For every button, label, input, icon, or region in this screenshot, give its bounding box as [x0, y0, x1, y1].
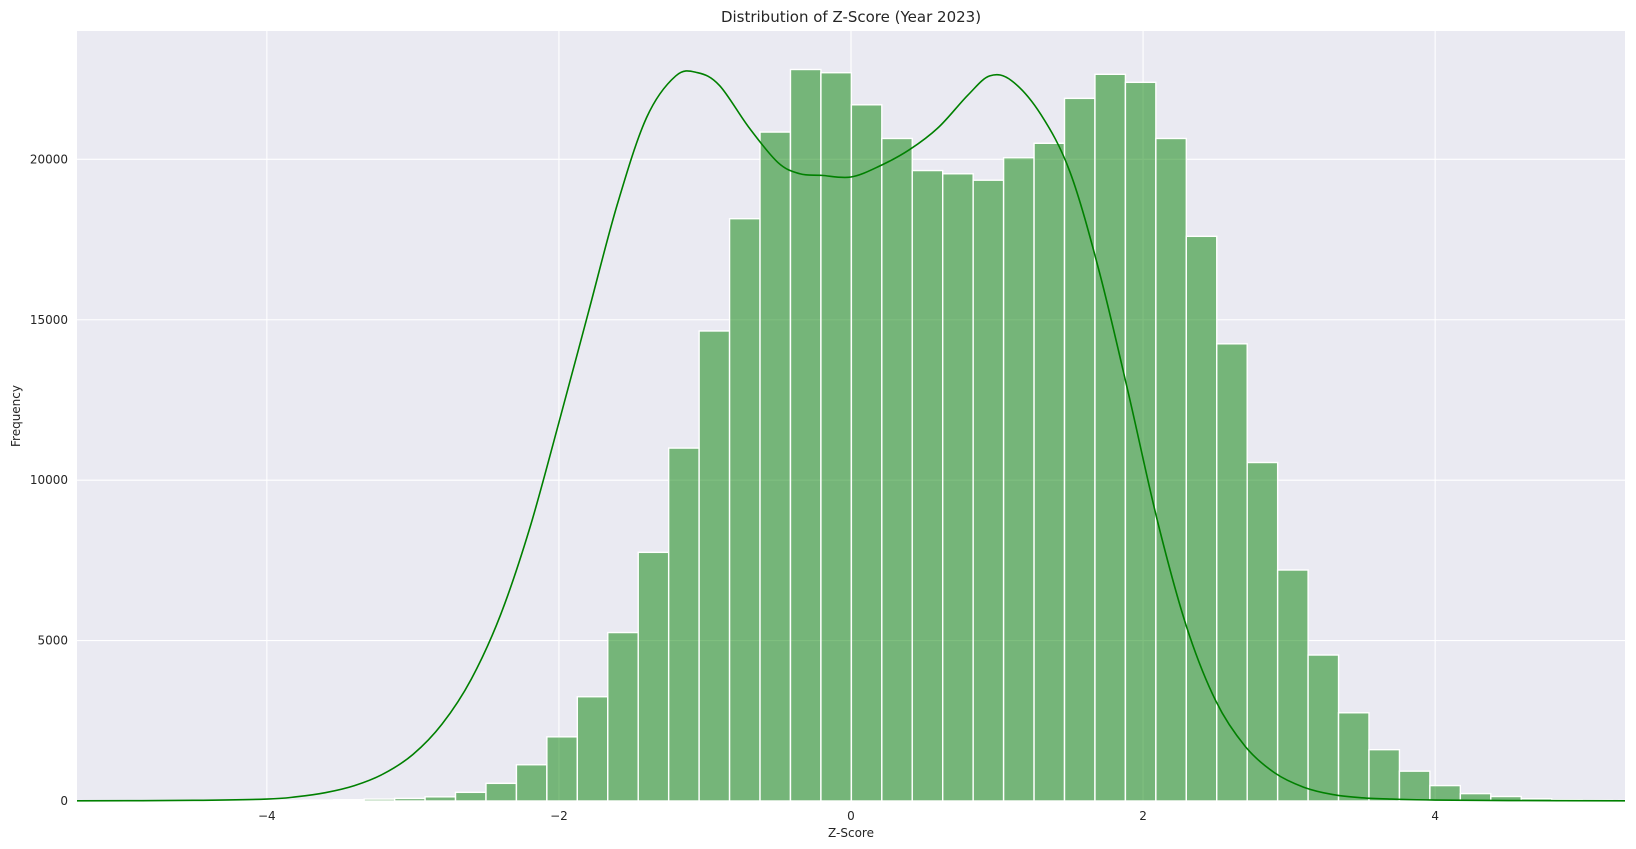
- histogram-bar: [1124, 81, 1157, 802]
- histogram-bar: [1307, 654, 1340, 802]
- histogram-bar: [1276, 569, 1309, 802]
- y-tick-label: 15000: [30, 313, 68, 327]
- histogram-bar: [1337, 712, 1370, 802]
- x-tick-label: 4: [1431, 809, 1439, 823]
- histogram-bar: [576, 696, 609, 802]
- histogram-bar: [911, 169, 944, 802]
- histogram-bar: [759, 131, 792, 802]
- histogram-bar: [1033, 142, 1066, 802]
- histogram-bar: [1002, 157, 1035, 802]
- x-tick-label: −2: [550, 809, 568, 823]
- x-axis-label: Z-Score: [828, 826, 874, 840]
- x-tick-labels: −4 −2 0 2 4: [258, 809, 1439, 823]
- histogram-bar: [850, 104, 883, 802]
- histogram-bar: [607, 631, 639, 802]
- histogram-bar: [485, 782, 518, 802]
- histogram-bar: [363, 798, 396, 802]
- histogram-bar: [667, 447, 700, 802]
- y-tick-label: 5000: [37, 634, 68, 648]
- histogram-bar: [1368, 748, 1401, 802]
- histogram-bar: [424, 796, 457, 802]
- y-tick-label: 10000: [30, 473, 68, 487]
- histogram-bar: [272, 799, 304, 802]
- histogram-bar: [1094, 73, 1127, 802]
- histogram-bar: [1246, 461, 1279, 802]
- x-tick-label: 2: [1139, 809, 1147, 823]
- histogram-bar: [302, 799, 335, 802]
- histogram-bar: [942, 173, 974, 802]
- histogram-bar: [546, 736, 579, 802]
- histogram-bar: [637, 551, 670, 802]
- histogram-bar: [1185, 235, 1218, 802]
- histogram-bar: [728, 217, 761, 802]
- histogram-bar: [820, 72, 853, 802]
- histogram-bar: [789, 68, 822, 802]
- histogram-bar: [698, 330, 731, 802]
- histogram-bar: [972, 179, 1005, 802]
- histogram-bar: [393, 797, 426, 802]
- y-tick-labels: 0 5000 10000 15000 20000: [30, 152, 68, 808]
- histogram-bar: [1216, 343, 1248, 802]
- histogram-bar: [454, 791, 487, 802]
- histogram-bar: [515, 764, 548, 802]
- chart-title: Distribution of Z-Score (Year 2023): [721, 8, 981, 26]
- histogram-bar: [333, 799, 365, 802]
- histogram-bar: [881, 137, 913, 802]
- y-tick-label: 0: [60, 794, 68, 808]
- histogram-bars: [89, 68, 1636, 802]
- y-axis-label: Frequency: [9, 385, 23, 447]
- x-tick-label: 0: [847, 809, 855, 823]
- y-tick-label: 20000: [30, 152, 68, 166]
- histogram-bar: [1398, 770, 1431, 802]
- histogram-bar: [1429, 784, 1462, 802]
- kde-curve: [76, 70, 1626, 802]
- x-tick-label: −4: [258, 809, 276, 823]
- histogram-bar: [1155, 137, 1188, 802]
